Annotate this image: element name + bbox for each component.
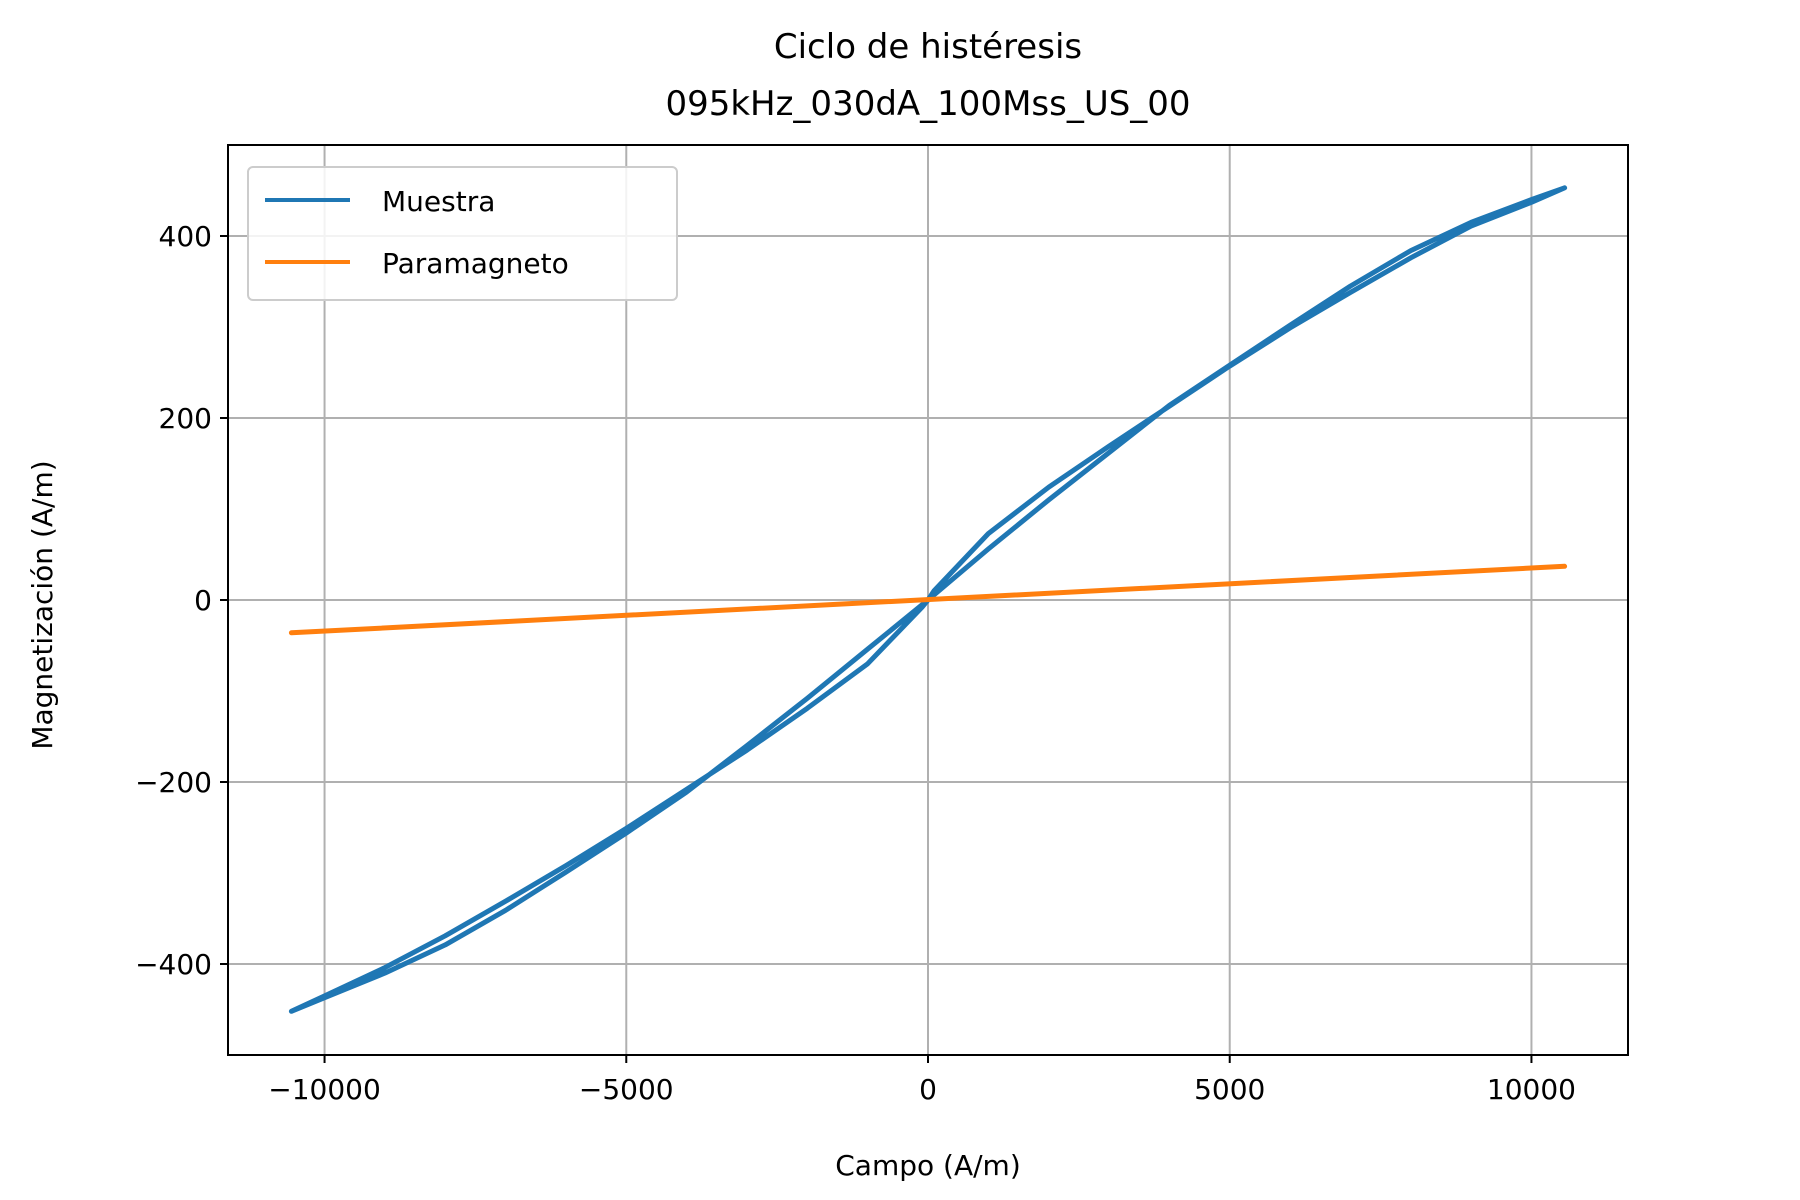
legend: Muestra Paramagneto — [247, 166, 678, 301]
x-tick-label: 5000 — [1194, 1073, 1265, 1106]
y-tick-label: 200 — [159, 402, 212, 435]
legend-label-paramagneto: Paramagneto — [382, 247, 569, 280]
y-axis-label: Magnetización (A/m) — [26, 460, 59, 749]
y-tick-label: −200 — [135, 766, 212, 799]
chart-subtitle: 095kHz_030dA_100Mss_US_00 — [665, 84, 1190, 124]
axis-ticks: −10000 −5000 0 5000 10000 −400 −200 0 200 400 — [135, 220, 1576, 1106]
y-tick-label: 0 — [194, 584, 212, 617]
series-line-muestra — [288, 185, 1568, 1014]
legend-label-muestra: Muestra — [382, 185, 495, 218]
y-tick-label: 400 — [159, 220, 212, 253]
x-axis-label: Campo (A/m) — [835, 1149, 1021, 1182]
legend-box — [247, 166, 678, 301]
y-tick-label: −400 — [135, 948, 212, 981]
x-tick-label: 0 — [919, 1073, 937, 1106]
series-line-paramagneto — [288, 563, 1568, 636]
chart-title: Ciclo de histéresis — [774, 27, 1082, 67]
x-tick-label: 10000 — [1487, 1073, 1576, 1106]
x-tick-label: −10000 — [268, 1073, 381, 1106]
series-layer — [288, 185, 1568, 1014]
x-tick-label: −5000 — [579, 1073, 674, 1106]
